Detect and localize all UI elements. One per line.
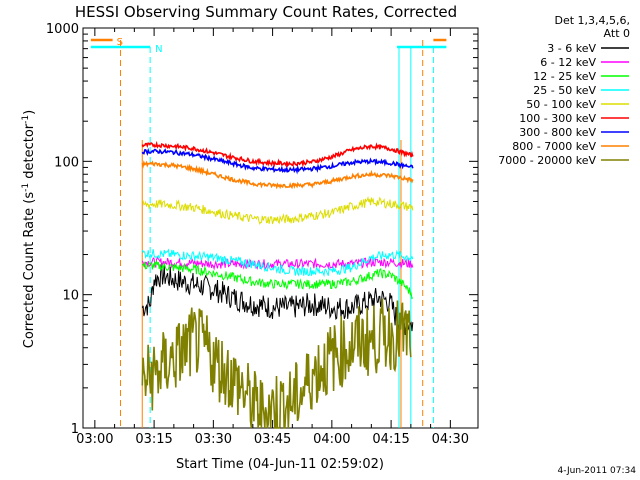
series-line-7 bbox=[141, 160, 414, 190]
saa-label: S bbox=[117, 37, 123, 48]
legend-label-3: 25 - 50 keV bbox=[533, 84, 596, 97]
series-line-8 bbox=[141, 298, 412, 429]
y-tick-label: 1 bbox=[71, 422, 79, 437]
plot-border bbox=[82, 27, 479, 429]
legend-label-0: 3 - 6 keV bbox=[547, 42, 596, 55]
footer-date: 4-Jun-2011 07:34 bbox=[558, 466, 637, 476]
x-tick-label: 03:15 bbox=[135, 432, 172, 447]
legend-label-4: 50 - 100 keV bbox=[526, 98, 596, 111]
x-tick-label: 03:30 bbox=[195, 432, 232, 447]
x-axis-label: Start Time (04-Jun-11 02:59:02) bbox=[176, 457, 384, 472]
y-axis-label: Corrected Count Rate (s-1 detector-1) bbox=[21, 110, 37, 348]
chart-title: HESSI Observing Summary Count Rates, Cor… bbox=[75, 3, 457, 21]
x-tick-label: 04:30 bbox=[432, 432, 469, 447]
plot-frame bbox=[82, 27, 479, 429]
x-tick-label: 03:00 bbox=[76, 432, 113, 447]
legend-label-1: 6 - 12 keV bbox=[540, 56, 596, 69]
y-tick-label: 10 bbox=[62, 289, 79, 304]
legend-header-line2: Att 0 bbox=[604, 27, 630, 40]
night-label: N bbox=[155, 44, 162, 55]
legend-label-2: 12 - 25 keV bbox=[533, 70, 596, 83]
legend-label-7: 800 - 7000 keV bbox=[512, 140, 596, 153]
y-tick-label: 100 bbox=[54, 155, 79, 170]
series-line-3 bbox=[141, 248, 414, 278]
series-layer bbox=[141, 140, 414, 429]
series-line-2 bbox=[142, 259, 414, 300]
legend-label-8: 7000 - 20000 keV bbox=[498, 154, 596, 167]
legend-label-5: 100 - 300 keV bbox=[519, 112, 596, 125]
axes-layer: 03:00 03:15 03:30 03:45 04:00 04:15 04:30 1 10 10… bbox=[46, 22, 478, 447]
legend-label-6: 300 - 800 keV bbox=[519, 126, 596, 139]
x-tick-label: 04:00 bbox=[313, 432, 350, 447]
legend-header-line1: Det 1,3,4,5,6, bbox=[554, 14, 630, 27]
x-tick-label: 03:45 bbox=[254, 432, 291, 447]
x-tick-label: 04:15 bbox=[372, 432, 409, 447]
series-line-6 bbox=[141, 147, 414, 175]
series-line-5 bbox=[141, 140, 414, 168]
series-line-4 bbox=[142, 195, 414, 225]
y-tick-label: 1000 bbox=[46, 22, 79, 37]
